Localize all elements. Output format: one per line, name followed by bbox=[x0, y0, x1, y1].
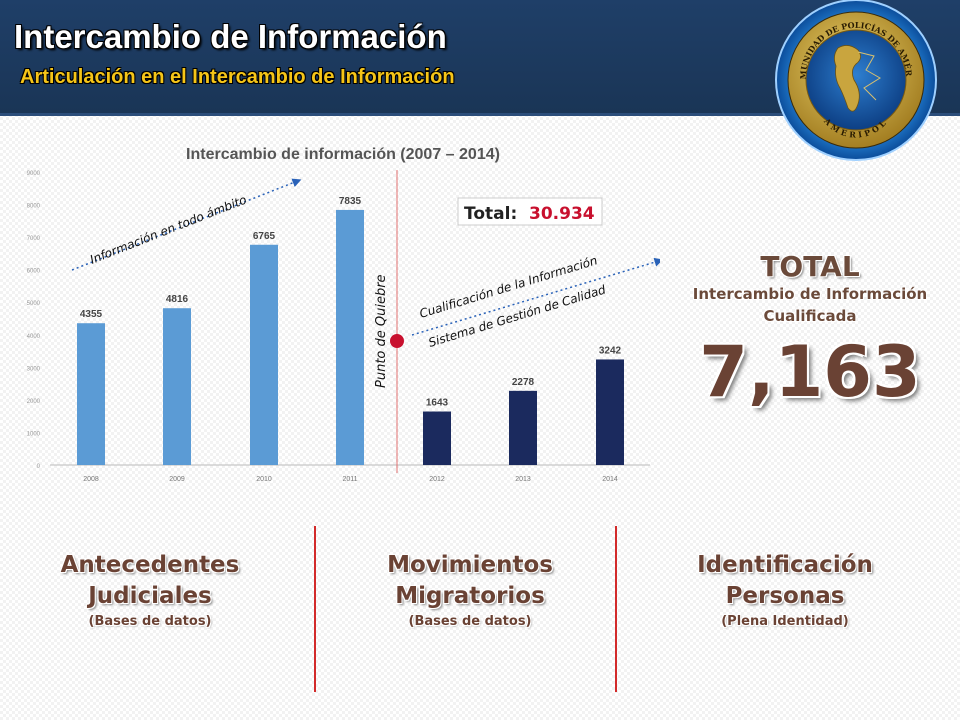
y-tick-label: 8000 bbox=[27, 204, 41, 210]
x-tick-label: 2012 bbox=[429, 476, 445, 483]
total-summary: TOTAL Intercambio de Información Cualifi… bbox=[660, 250, 960, 413]
y-tick-label: 7000 bbox=[27, 236, 41, 242]
category-divider-2 bbox=[615, 526, 617, 692]
header-divider bbox=[0, 113, 960, 116]
x-tick-label: 2013 bbox=[515, 476, 531, 483]
breakpoint-marker bbox=[390, 334, 404, 348]
bar-value-label: 7835 bbox=[339, 196, 362, 207]
x-tick-label: 2008 bbox=[83, 476, 99, 483]
bar-value-label: 3242 bbox=[599, 345, 622, 356]
bar-value-label: 4355 bbox=[80, 309, 103, 320]
x-tick-label: 2011 bbox=[342, 476, 357, 483]
y-tick-label: 4000 bbox=[27, 334, 41, 340]
bar-2013 bbox=[509, 390, 537, 465]
bar-2012 bbox=[423, 411, 451, 465]
bar-2010 bbox=[250, 244, 278, 465]
bar-value-label: 4816 bbox=[166, 294, 189, 305]
bar-2011 bbox=[336, 209, 364, 465]
total-box-label: Total: bbox=[464, 204, 517, 224]
category-movimientos: Movimientos Migratorios (Bases de datos) bbox=[345, 550, 595, 629]
y-tick-label: 5000 bbox=[27, 301, 41, 307]
bar-value-label: 6765 bbox=[253, 231, 276, 242]
y-axis: 0 1000 2000 3000 4000 5000 6000 7000 8000 9000 bbox=[27, 171, 41, 470]
y-tick-label: 3000 bbox=[27, 366, 41, 372]
bar-value-label: 2278 bbox=[512, 377, 535, 388]
bar-chart: Intercambio de información (2007 – 2014)… bbox=[27, 146, 660, 483]
x-axis-labels: 2008 2009 2010 2011 2012 2013 2014 bbox=[83, 476, 618, 483]
right-trend-arrow bbox=[411, 257, 660, 336]
total-subtitle-1: Intercambio de Información bbox=[692, 285, 928, 303]
category-sub: (Bases de datos) bbox=[408, 614, 532, 629]
chart-title: Intercambio de información (2007 – 2014) bbox=[186, 146, 500, 163]
y-tick-label: 2000 bbox=[27, 399, 41, 405]
y-tick-label: 0 bbox=[37, 464, 41, 470]
x-tick-label: 2014 bbox=[602, 476, 618, 483]
page-subtitle: Articulación en el Intercambio de Inform… bbox=[20, 66, 455, 88]
bar-value-label: 1643 bbox=[426, 398, 449, 409]
total-value: 7,163 bbox=[699, 331, 921, 413]
category-sub: (Bases de datos) bbox=[88, 614, 212, 629]
category-line1: Antecedentes bbox=[60, 552, 240, 578]
value-labels: 4355 4816 6765 7835 1643 2278 3242 bbox=[80, 196, 622, 409]
category-divider-1 bbox=[314, 526, 316, 692]
category-line2: Personas bbox=[725, 583, 845, 609]
total-label: TOTAL bbox=[760, 250, 860, 283]
category-antecedentes: Antecedentes Judiciales (Bases de datos) bbox=[25, 550, 275, 629]
page-title: Intercambio de Información bbox=[14, 18, 447, 55]
x-tick-label: 2010 bbox=[256, 476, 272, 483]
category-identificacion: Identificación Personas (Plena Identidad… bbox=[660, 550, 910, 629]
total-subtitle-2: Cualificada bbox=[763, 307, 857, 325]
total-box bbox=[457, 197, 603, 226]
total-box-value: 30.934 bbox=[529, 204, 595, 224]
breakpoint-label: Punto de Quiebre bbox=[374, 274, 389, 388]
left-trend-label: Información en todo ámbito bbox=[88, 193, 249, 267]
category-line2: Judiciales bbox=[88, 583, 212, 609]
ameripol-seal-logo: COMUNIDAD DE POLICÍAS DE AMÉRICA AMERIPO… bbox=[766, 0, 937, 161]
bar-2008 bbox=[77, 323, 105, 465]
category-line1: Movimientos bbox=[387, 552, 553, 578]
category-line2: Migratorios bbox=[395, 583, 545, 609]
x-tick-label: 2009 bbox=[169, 476, 185, 483]
category-line1: Identificación bbox=[697, 552, 873, 578]
y-tick-label: 6000 bbox=[27, 269, 41, 275]
left-trend-arrow bbox=[71, 178, 302, 271]
bar-2014 bbox=[596, 359, 624, 465]
right-trend-label-2: Sistema de Gestión de Calidad bbox=[427, 282, 608, 349]
bars-group bbox=[77, 209, 624, 465]
y-tick-label: 1000 bbox=[27, 431, 41, 437]
bar-2009 bbox=[163, 308, 191, 465]
category-sub: (Plena Identidad) bbox=[721, 614, 849, 629]
y-tick-label: 9000 bbox=[27, 171, 41, 177]
